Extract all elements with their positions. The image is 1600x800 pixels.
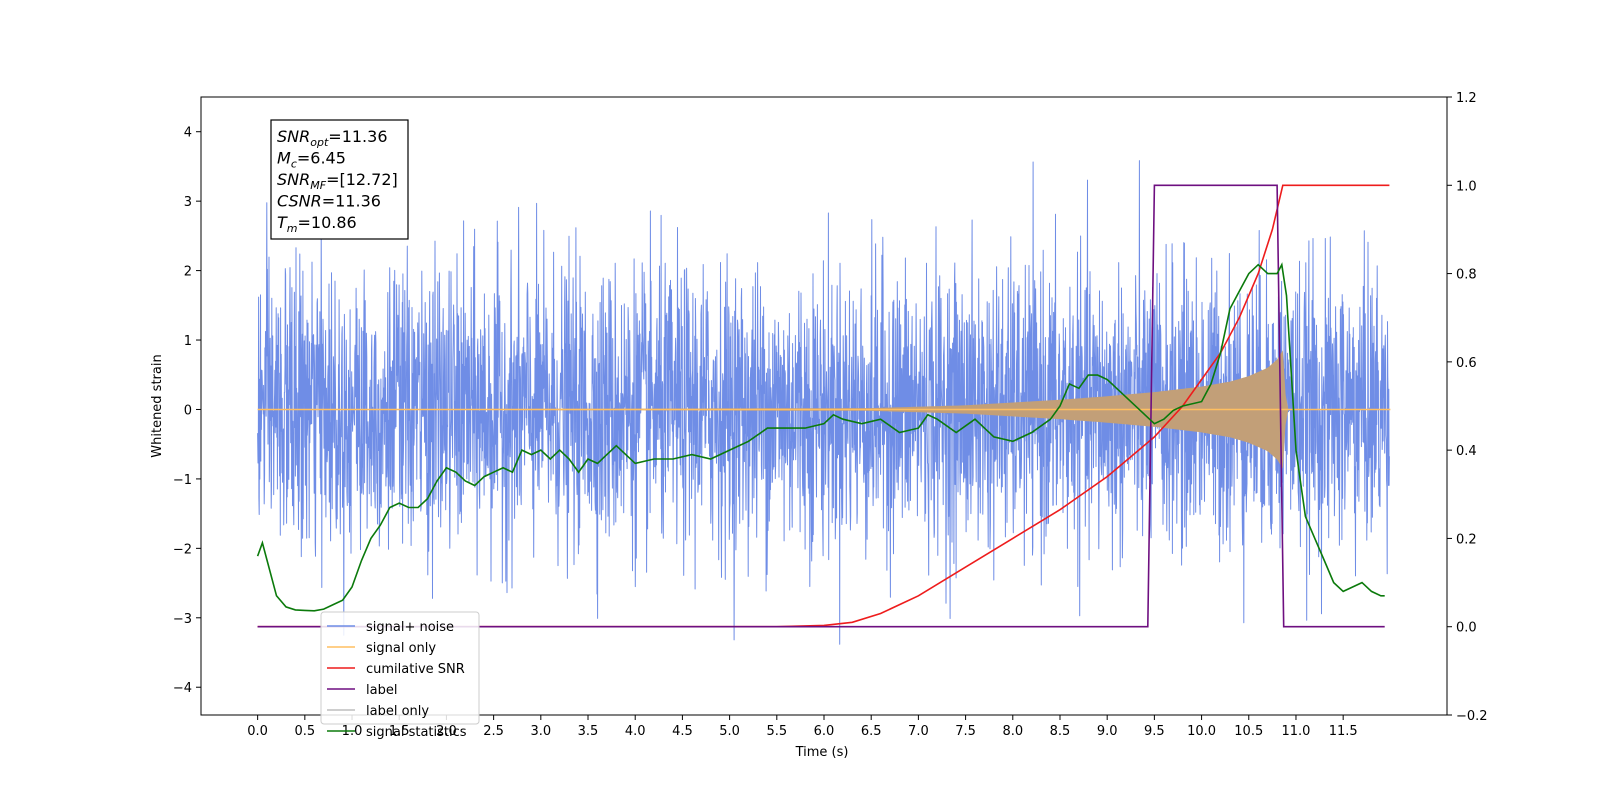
x-tick-label: 4.0 [625,724,646,739]
x-tick-label: 8.5 [1050,724,1071,739]
annotation-line: Tm=10.86 [277,213,357,235]
y2-tick-label: 0.6 [1456,356,1477,371]
y-tick-label: 0 [184,403,192,418]
annotation-box: SNRopt=11.36Mc=6.45SNRMF=[12.72]CSNR=11.… [270,119,409,240]
annotation-value: =6.45 [297,149,346,168]
series-signal-statistics [256,262,1385,612]
x-tick-label: 3.5 [578,724,599,739]
y-tick-label: −2 [173,542,192,557]
annotation-value: =10.86 [298,213,357,232]
legend-label: label [366,683,397,698]
legend: signal+ noise signal only cumilative SNR la… [320,611,480,740]
y-axis-label: Whitened strain [150,354,165,457]
y-tick-label: −3 [173,612,192,627]
y2-tick-label: 1.2 [1456,91,1477,106]
x-tick-label: 4.5 [672,724,693,739]
y2-tick-label: −0.2 [1456,709,1488,724]
y-tick-label: 3 [184,195,192,210]
y2-tick-label: 1.0 [1456,179,1477,194]
y-axis-left: −4 −3 −2 −1 0 1 2 3 4 [173,126,201,696]
series-cumulative-snr [257,184,1390,628]
y-tick-label: 4 [184,126,192,141]
annotation-subscript: MF [310,179,326,192]
x-tick-label: 6.5 [861,724,882,739]
x-tick-label: 11.5 [1329,724,1358,739]
x-axis: 0.0 0.5 1.0 1.5 2.0 2.5 3.0 3.5 4.0 4.5 5.0 5.5 6.0 6… [247,715,1358,739]
legend-label: label only [366,704,429,719]
annotation-line: SNRMF=[12.72] [277,170,398,192]
y2-tick-label: 0.8 [1456,268,1477,283]
y-tick-label: −4 [173,681,192,696]
annotation-subscript: opt [310,136,329,149]
x-tick-label: 8.0 [1002,724,1023,739]
x-tick-label: 2.0 [436,724,457,739]
x-tick-label: 7.0 [908,724,929,739]
plot-area [256,160,1391,645]
x-tick-label: 10.0 [1187,724,1216,739]
y2-tick-label: 0.2 [1456,532,1477,547]
y2-tick-label: 0.4 [1456,444,1477,459]
x-tick-label: 5.5 [766,724,787,739]
annotation-subscript: m [287,222,298,235]
x-tick-label: 6.0 [814,724,835,739]
x-tick-label: 0.5 [294,724,315,739]
annotation-symbol: T [277,213,288,232]
annotation-symbol: SNR [277,170,310,189]
x-tick-label: 3.0 [530,724,551,739]
x-tick-label: 1.5 [389,724,410,739]
y-tick-label: 2 [184,265,192,280]
legend-label: signal+ noise [366,620,454,635]
x-tick-label: 9.5 [1144,724,1165,739]
annotation-value: =11.36 [322,192,381,211]
annotation-line: CSNR=11.36 [277,192,381,211]
legend-label: signal only [366,641,436,656]
x-tick-label: 2.5 [483,724,504,739]
x-tick-label: 10.5 [1234,724,1263,739]
series-signal-plus-noise [257,160,1390,645]
x-tick-label: 9.0 [1097,724,1118,739]
annotation-symbol: M [277,149,291,168]
legend-label: signal statistics [366,725,467,740]
x-tick-label: 0.0 [247,724,268,739]
y2-tick-label: 0.0 [1456,621,1477,636]
annotation-line: Mc=6.45 [277,149,346,171]
y-axis-right: −0.2 0.0 0.2 0.4 0.6 0.8 1.0 1.2 [1447,91,1488,724]
y-tick-label: 1 [184,334,192,349]
annotation-value: =11.36 [328,127,387,146]
x-tick-label: 5.0 [719,724,740,739]
annotation-subscript: c [291,158,297,171]
annotation-symbol: CSNR [277,192,322,211]
annotation-line: SNRopt=11.36 [277,127,388,149]
annotation-value: =[12.72] [326,170,398,189]
x-axis-label: Time (s) [795,745,849,760]
series-label [257,184,1385,628]
y-tick-label: −1 [173,473,192,488]
x-tick-label: 11.0 [1281,724,1310,739]
x-tick-label: 7.5 [955,724,976,739]
legend-label: cumilative SNR [366,662,465,677]
annotation-symbol: SNR [277,127,310,146]
